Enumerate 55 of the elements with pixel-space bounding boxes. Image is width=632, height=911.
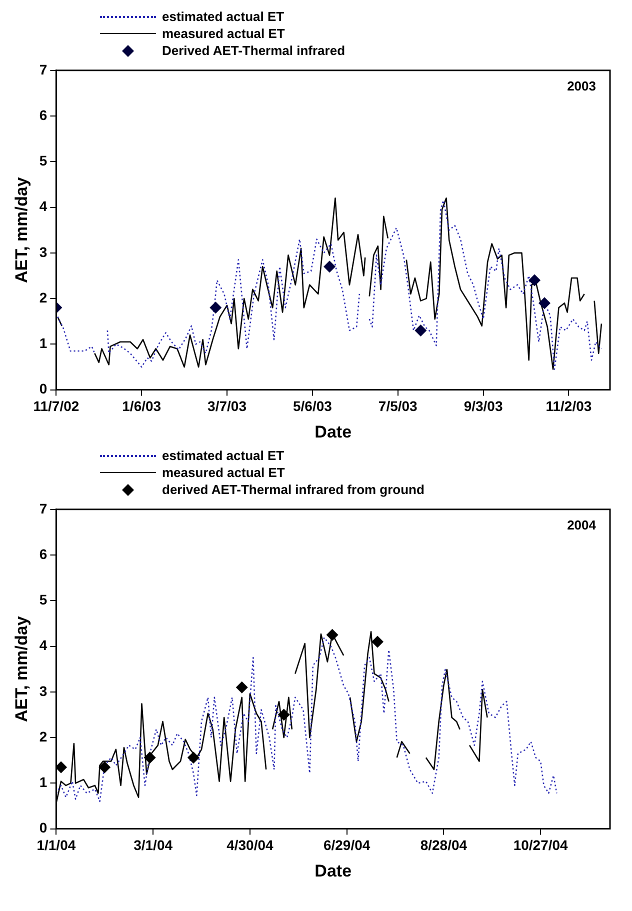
legend-label: estimated actual ET — [162, 447, 284, 464]
y-axis-title: AET, mm/day — [12, 176, 31, 284]
x-tick-label: 4/30/04 — [226, 837, 274, 854]
point — [538, 297, 551, 310]
y-tick-label: 0 — [39, 380, 48, 397]
y-tick-label: 1 — [39, 335, 48, 352]
x-tick-label: 11/7/02 — [33, 398, 80, 414]
y-tick-label: 5 — [39, 592, 48, 608]
point — [98, 761, 111, 774]
x-axis-title: Date — [314, 861, 352, 880]
point — [144, 752, 156, 764]
x-tick-label: 11/2/03 — [546, 398, 592, 414]
x-tick-label: 5/6/03 — [292, 398, 332, 414]
legend-label: estimated actual ET — [162, 8, 284, 25]
y-tick-label: 2 — [39, 728, 48, 744]
y-tick-label: 6 — [39, 546, 48, 562]
y-tick-label: 2 — [39, 289, 48, 306]
y-tick-label: 3 — [39, 682, 48, 699]
legend-label: measured actual ET — [162, 25, 285, 42]
point — [414, 324, 427, 336]
legend-label: measured actual ET — [162, 464, 285, 481]
point — [326, 628, 338, 641]
point — [528, 274, 541, 286]
x-tick-label: 1/1/04 — [36, 837, 76, 854]
point — [371, 636, 384, 648]
y-tick-label: 5 — [39, 152, 48, 169]
x-tick-label: 8/28/04 — [420, 837, 468, 854]
point — [278, 708, 290, 721]
x-tick-label: 6/29/04 — [323, 837, 370, 854]
x-tick-label: 9/3/03 — [464, 398, 503, 414]
y-tick-label: 3 — [39, 244, 48, 260]
y-tick-label: 0 — [39, 820, 48, 836]
x-axis-title: Date — [314, 422, 352, 442]
x-tick-label: 3/1/04 — [134, 837, 173, 854]
x-tick-label: 7/5/03 — [378, 398, 418, 414]
y-tick-label: 4 — [39, 637, 48, 654]
line-series — [56, 636, 558, 802]
legend-label: Derived AET-Thermal infrared — [162, 42, 346, 59]
annotation: 2003 — [567, 78, 596, 94]
legend-label: derived AET-Thermal infrared from ground — [162, 481, 424, 498]
y-axis-title: AET, mm/day — [12, 616, 31, 722]
y-tick-label: 7 — [39, 500, 48, 516]
x-tick-label: 1/6/03 — [122, 398, 162, 414]
y-tick-label: 1 — [39, 774, 48, 790]
point — [56, 761, 68, 774]
y-tick-label: 6 — [39, 106, 48, 123]
point — [187, 752, 200, 764]
annotation: 2004 — [567, 517, 597, 532]
point — [236, 681, 248, 694]
x-tick-label: 3/7/03 — [208, 398, 247, 414]
point — [324, 260, 336, 273]
y-tick-label: 7 — [39, 61, 48, 78]
y-tick-label: 4 — [39, 198, 48, 214]
point — [210, 302, 222, 314]
x-tick-label: 10/27/04 — [513, 837, 568, 854]
